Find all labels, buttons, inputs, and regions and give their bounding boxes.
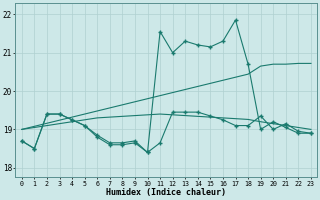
X-axis label: Humidex (Indice chaleur): Humidex (Indice chaleur) xyxy=(106,188,226,197)
